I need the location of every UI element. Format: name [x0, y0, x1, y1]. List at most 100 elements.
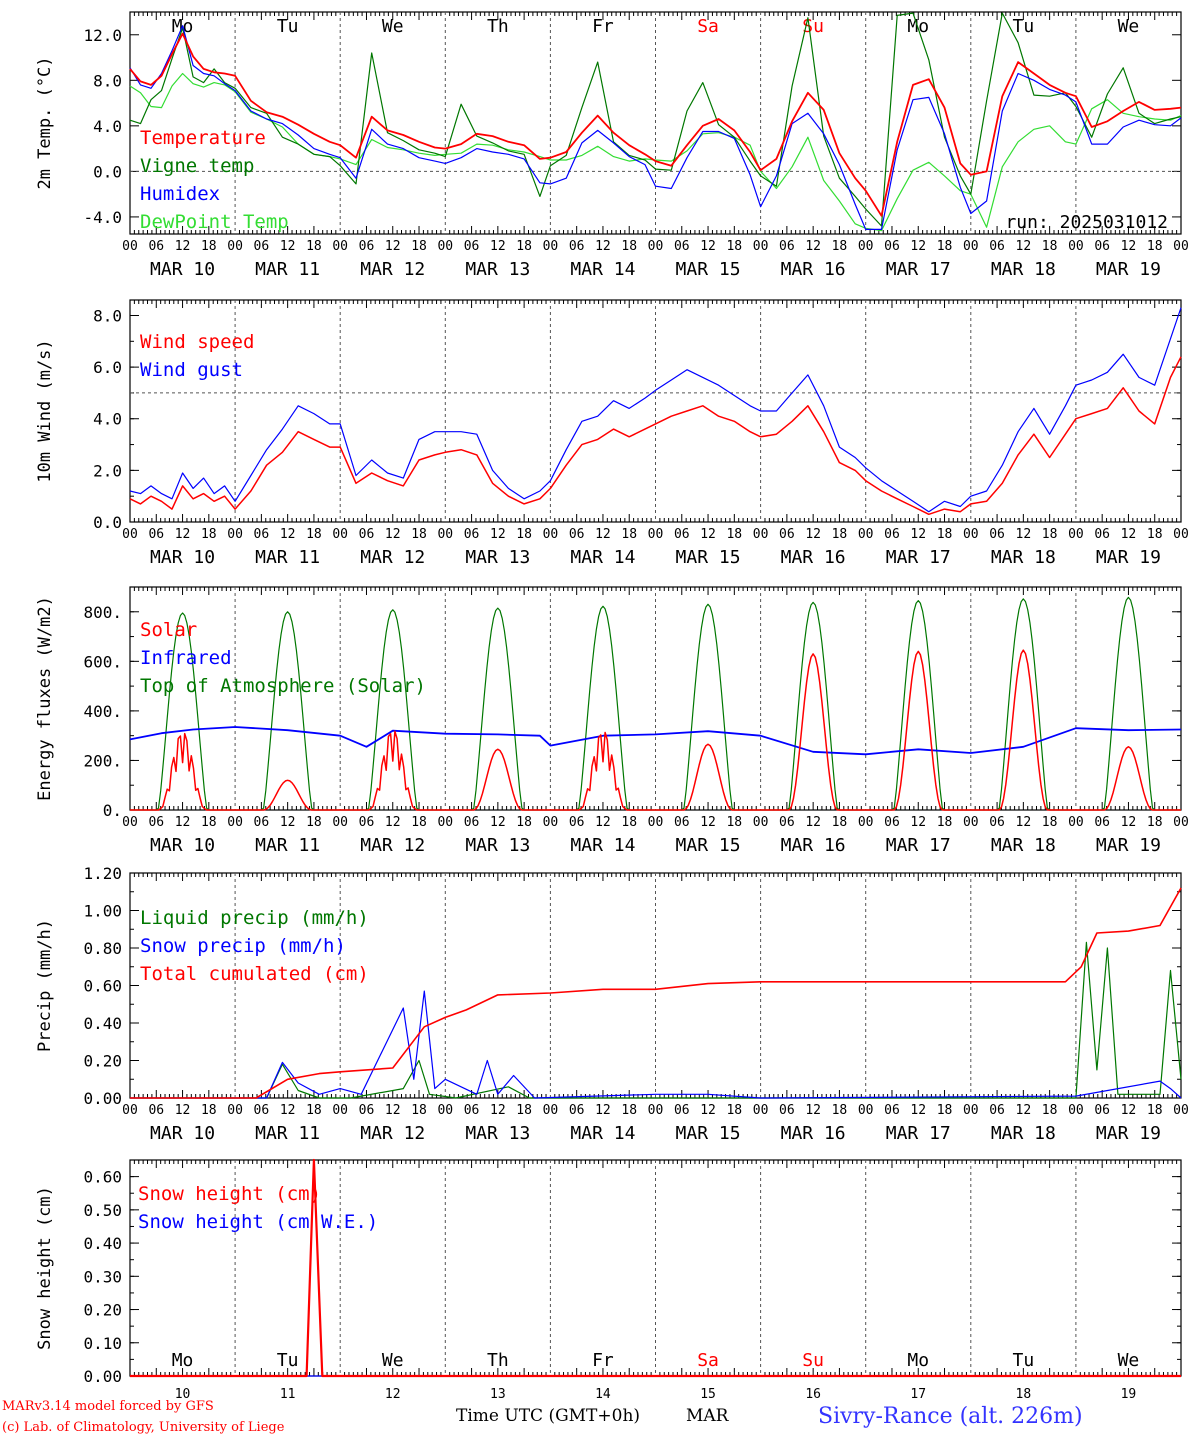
hour-label: 00	[227, 815, 243, 830]
date-label: MAR 13	[465, 547, 530, 568]
hour-label: 00	[858, 815, 874, 830]
hour-label: 00	[1068, 527, 1084, 542]
y-tick-label: 0.40	[83, 1234, 122, 1253]
hour-label: 06	[779, 1103, 795, 1118]
day-number-label: 13	[490, 1387, 506, 1402]
legend-entry: Humidex	[140, 183, 220, 205]
date-label: MAR 19	[1096, 835, 1161, 856]
hour-label: 06	[148, 239, 164, 254]
y-tick-label: 0.80	[83, 939, 122, 958]
hour-label: 06	[569, 527, 585, 542]
hour-label: 12	[280, 527, 296, 542]
hour-label: 18	[726, 1103, 742, 1118]
hour-label: 18	[621, 527, 637, 542]
hour-label: 12	[490, 527, 506, 542]
y-tick-label: 0.00	[83, 1367, 122, 1386]
hour-label: 18	[516, 815, 532, 830]
legend-entry: Solar	[140, 619, 197, 641]
hour-label: 00	[122, 815, 138, 830]
hour-label: 12	[175, 1103, 191, 1118]
hour-label: 18	[726, 815, 742, 830]
date-label: MAR 17	[886, 259, 951, 280]
hour-label: 18	[832, 527, 848, 542]
date-label: MAR 13	[465, 835, 530, 856]
line-snow-height	[130, 1158, 1181, 1378]
hour-label: 00	[648, 815, 664, 830]
hour-label: 12	[805, 815, 821, 830]
hour-label: 00	[122, 527, 138, 542]
hour-label: 00	[753, 1103, 769, 1118]
hour-label: 06	[989, 815, 1005, 830]
hour-label: 18	[306, 1103, 322, 1118]
date-label: MAR 13	[465, 259, 530, 280]
hour-label: 18	[1042, 527, 1058, 542]
line-temperature	[129, 32, 1182, 217]
hour-label: 18	[937, 527, 953, 542]
y-tick-label: 8.0	[93, 306, 122, 325]
hour-label: 18	[201, 1103, 217, 1118]
hour-label: 18	[1042, 1103, 1058, 1118]
day-number-label: 11	[280, 1387, 296, 1402]
y-tick-label: 0.20	[83, 1301, 122, 1320]
hour-label: 06	[359, 815, 375, 830]
hour-label: 12	[175, 239, 191, 254]
hour-label: 18	[937, 815, 953, 830]
hour-label: 12	[385, 239, 401, 254]
hour-label: 18	[201, 527, 217, 542]
hour-label: 06	[989, 239, 1005, 254]
hour-label: 18	[201, 239, 217, 254]
date-label: MAR 16	[781, 835, 846, 856]
date-label: MAR 18	[991, 259, 1056, 280]
date-label: MAR 14	[570, 547, 635, 568]
hour-label: 06	[1094, 527, 1110, 542]
line-total-cumulated	[130, 887, 1182, 1099]
date-label: MAR 19	[1096, 1123, 1161, 1144]
hour-label: 18	[411, 815, 427, 830]
hour-label: 12	[1016, 1103, 1032, 1118]
y-tick-label: 0.00	[83, 1089, 122, 1108]
date-label: MAR 15	[676, 1123, 741, 1144]
hour-label: 18	[832, 1103, 848, 1118]
hour-label: 12	[910, 1103, 926, 1118]
hour-label: 00	[437, 815, 453, 830]
day-number-label: 18	[1016, 1387, 1032, 1402]
hour-label: 12	[280, 239, 296, 254]
hour-label: 00	[858, 1103, 874, 1118]
hour-label: 06	[674, 1103, 690, 1118]
hour-label: 06	[1094, 239, 1110, 254]
hour-label: 06	[884, 1103, 900, 1118]
line-liquid-precip	[130, 941, 1182, 1099]
date-label: MAR 11	[255, 547, 320, 568]
hour-label: 12	[385, 815, 401, 830]
legend-entry: Total cumulated (cm)	[140, 963, 369, 985]
hour-label: 12	[1121, 1103, 1137, 1118]
lab-credit: (c) Lab. of Climatology, University of L…	[2, 1420, 285, 1435]
hour-label: 18	[306, 527, 322, 542]
day-number-label: 16	[805, 1387, 821, 1402]
hour-label: 06	[148, 1103, 164, 1118]
date-label: MAR 18	[991, 547, 1056, 568]
weekday-label: Sa	[697, 16, 719, 37]
y-tick-label: 200.	[83, 751, 122, 770]
hour-label: 06	[254, 815, 270, 830]
line-wind-speed	[129, 356, 1182, 516]
hour-label: 12	[280, 815, 296, 830]
hour-label: 06	[464, 239, 480, 254]
date-label: MAR 11	[255, 259, 320, 280]
day-number-label: 14	[595, 1387, 611, 1402]
hour-label: 12	[1121, 239, 1137, 254]
weekday-label: Fr	[592, 16, 614, 37]
legend-entry: Wind speed	[140, 331, 254, 353]
hour-label: 18	[937, 239, 953, 254]
weekday-label: Tu	[277, 1350, 299, 1371]
weekday-label: Th	[487, 16, 509, 37]
hour-label: 06	[884, 527, 900, 542]
weekday-label: Tu	[277, 16, 299, 37]
hour-label: 12	[700, 815, 716, 830]
weekday-label: We	[382, 16, 404, 37]
weekday-label: Tu	[1013, 1350, 1035, 1371]
hour-label: 18	[201, 815, 217, 830]
hour-label: 18	[1042, 815, 1058, 830]
date-label: MAR 10	[150, 547, 215, 568]
